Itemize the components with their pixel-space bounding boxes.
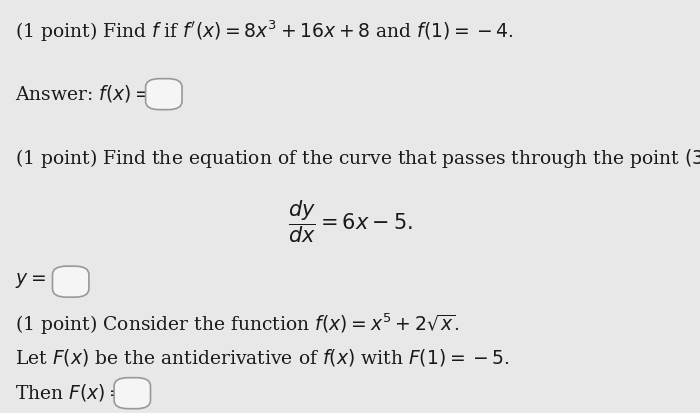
Text: $\dfrac{dy}{dx} = 6x - 5.$: $\dfrac{dy}{dx} = 6x - 5.$ [288,198,412,245]
FancyBboxPatch shape [52,266,89,297]
Text: $y =$: $y =$ [15,271,46,290]
Text: (1 point) Consider the function $f(x) = x^5 + 2\sqrt{x}$.: (1 point) Consider the function $f(x) = … [15,312,461,337]
FancyBboxPatch shape [146,78,182,109]
Text: Then $F(x) =$: Then $F(x) =$ [15,382,125,403]
Text: (1 point) Find the equation of the curve that passes through the point $(3, 5)$ : (1 point) Find the equation of the curve… [15,147,700,170]
Text: Answer: $f(x) =$: Answer: $f(x) =$ [15,83,151,104]
FancyBboxPatch shape [114,377,150,409]
Text: (1 point) Find $f$ if $f'(x) = 8x^3 + 16x + 8$ and $f(1) = -4$.: (1 point) Find $f$ if $f'(x) = 8x^3 + 16… [15,19,514,44]
Text: Let $F(x)$ be the antiderivative of $f(x)$ with $F(1) = -5$.: Let $F(x)$ be the antiderivative of $f(x… [15,347,510,368]
